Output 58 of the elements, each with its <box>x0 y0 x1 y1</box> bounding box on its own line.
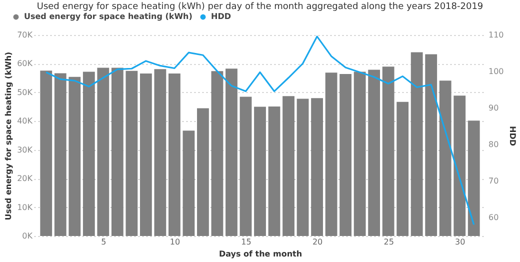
bar <box>211 71 224 236</box>
bar <box>97 68 110 236</box>
y-tick-label: 40K <box>17 116 34 126</box>
y-tick-label: 60K <box>17 59 34 68</box>
bar <box>439 80 452 236</box>
bar <box>226 68 238 236</box>
y2-tick-label: 100 <box>488 67 504 76</box>
bar <box>311 98 323 236</box>
legend-label: HDD <box>211 12 232 21</box>
bar <box>197 108 209 236</box>
chart-title: Used energy for space heating (kWh) per day of the month aggregated along the years 2018-2019 <box>36 2 484 12</box>
legend-label: Used energy for space heating (kWh) <box>24 12 192 21</box>
y2-tick-label: 90 <box>488 104 499 113</box>
bar <box>168 73 180 236</box>
bar <box>140 73 152 236</box>
y2-axis-title: HDD <box>508 126 517 146</box>
bar <box>82 72 95 236</box>
bar <box>40 70 52 236</box>
bar <box>68 76 81 236</box>
bar <box>454 96 466 236</box>
y2-tick-label: 110 <box>488 30 504 40</box>
bar <box>396 102 409 236</box>
line-series <box>45 36 475 226</box>
bar <box>340 74 352 236</box>
x-tick-label: 25 <box>384 238 394 246</box>
bar <box>240 96 252 236</box>
y2-tick-label: 80 <box>488 140 499 150</box>
y2-tick-label: 60 <box>488 213 499 222</box>
bar <box>182 130 195 236</box>
bar <box>410 52 423 236</box>
bar <box>468 120 480 236</box>
y-tick-label: 10K <box>17 202 34 212</box>
bar <box>425 54 438 236</box>
bar <box>325 72 338 236</box>
bar <box>268 106 280 236</box>
bar <box>354 72 366 236</box>
bar <box>282 96 294 236</box>
y-tick-label: 50K <box>17 88 34 97</box>
x-tick-label: 20 <box>312 238 323 246</box>
bar <box>111 68 124 236</box>
x-tick-label: 15 <box>241 238 252 246</box>
x-axis-title: Days of the month <box>218 250 302 258</box>
y-tick-label: 70K <box>17 30 34 40</box>
x-tick-label: 10 <box>170 238 180 246</box>
bar <box>296 98 309 236</box>
y-tick-label: 0K <box>22 232 34 240</box>
bar <box>126 70 138 236</box>
bar <box>368 70 380 236</box>
x-tick-label: 5 <box>101 238 106 246</box>
bar <box>154 69 166 236</box>
y-tick-label: 30K <box>17 145 34 154</box>
bar <box>54 73 66 236</box>
y2-tick-label: 70 <box>488 176 499 186</box>
x-tick-label: 30 <box>455 238 466 246</box>
y-tick-label: 20K <box>17 174 34 184</box>
y-axis-title: Used energy for space heating (kWh) <box>4 52 14 220</box>
bar <box>254 106 266 236</box>
bar <box>382 66 394 236</box>
